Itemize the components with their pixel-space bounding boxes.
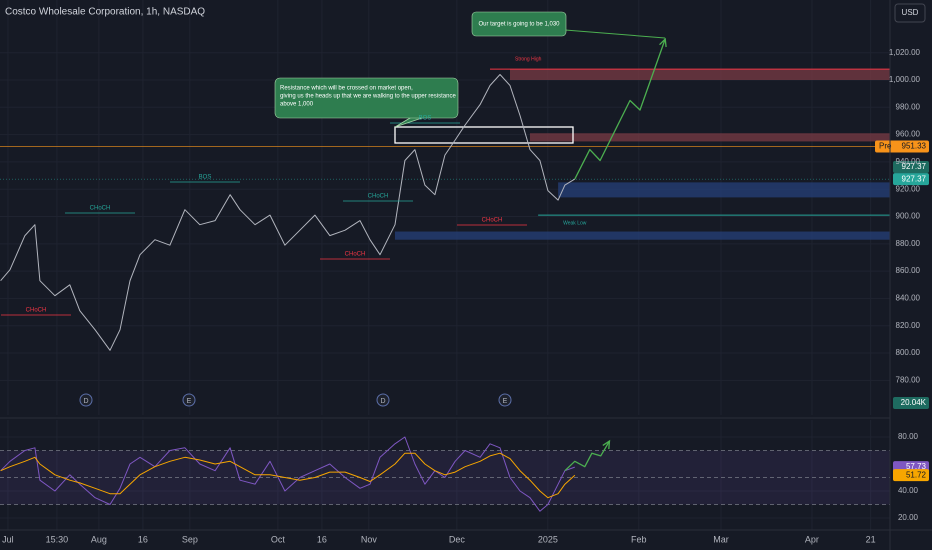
structure-label: BOS <box>199 175 212 181</box>
resistance-text: giving us the heads up that we are walki… <box>280 94 456 100</box>
target-box <box>471 11 567 37</box>
rsi-tick-label: 40.00 <box>898 486 919 495</box>
y-tick-label: 840.00 <box>896 294 921 303</box>
rsi-tick-label: 20.00 <box>898 513 919 522</box>
level-label: Weak Low <box>563 220 587 226</box>
arrow-head <box>602 439 611 450</box>
structure-label: CHoCH <box>90 206 111 212</box>
x-tick-label: Jul <box>2 534 14 544</box>
x-tick-label: Dec <box>449 534 466 544</box>
resistance-box <box>394 126 574 144</box>
zone <box>529 133 890 142</box>
last-price-tag: 927.37 <box>902 162 927 171</box>
resistance-note <box>274 77 459 119</box>
y-tick-label: 800.00 <box>896 348 921 357</box>
y-tick-label: 900.00 <box>896 212 921 221</box>
level-label: Strong High <box>515 56 542 62</box>
x-tick-label: 15:30 <box>46 534 69 544</box>
y-tick-label: 820.00 <box>896 321 921 330</box>
line-rsi-based-ma <box>0 452 576 499</box>
structure-label: CHoCH <box>345 252 366 258</box>
resistance-text: Resistance which will be crossed on mark… <box>280 86 413 92</box>
y-tick-label: 980.00 <box>896 102 921 111</box>
pre-tag-label: Pre <box>879 142 892 151</box>
structure-label: CHoCH <box>482 218 503 224</box>
x-tick-label: Feb <box>631 534 647 544</box>
event-label: E <box>187 398 192 405</box>
rsi-tick-label: 80.00 <box>898 432 919 441</box>
structure-label: BOS <box>419 116 432 122</box>
target-pointer <box>564 29 666 39</box>
rsi-ma-tag-bg <box>893 469 929 482</box>
event-label: D <box>83 398 88 405</box>
line-projection <box>564 440 611 472</box>
pre-tag-bg <box>875 140 929 153</box>
y-tick-label: 780.00 <box>896 375 921 384</box>
zone <box>509 69 890 80</box>
symbol-title: Costco Wholesale Corporation, 1h, NASDAQ <box>5 7 205 18</box>
y-tick-label: 880.00 <box>896 239 921 248</box>
line-rsi <box>0 436 575 512</box>
x-tick-label: Apr <box>805 534 819 544</box>
rsi-ma-tag: 51.72 <box>906 470 927 479</box>
resistance-text: above 1,000 <box>280 102 314 108</box>
x-tick-label: Oct <box>271 534 286 544</box>
event-icon <box>182 393 196 407</box>
volume-tag-bg <box>893 397 929 409</box>
event-icon <box>498 393 512 407</box>
y-tick-label: 960.00 <box>896 130 921 139</box>
line-cost <box>0 74 576 351</box>
last-price-tag: 927.37 <box>902 174 927 183</box>
currency-button[interactable] <box>894 3 926 23</box>
x-tick-label: Nov <box>361 534 378 544</box>
zone <box>394 231 890 240</box>
event-label: E <box>503 398 508 405</box>
x-tick-label: 16 <box>317 534 327 544</box>
x-tick-label: 16 <box>138 534 148 544</box>
x-tick-label: Mar <box>713 534 729 544</box>
rsi-tag: 57.73 <box>906 462 927 471</box>
x-tick-label: 21 <box>866 534 876 544</box>
structure-label: CHoCH <box>368 194 389 200</box>
event-label: D <box>380 398 385 405</box>
target-text: Our target is going to be 1,030 <box>478 22 560 28</box>
volume-tag: 20.04K <box>901 398 927 407</box>
x-tick-label: Sep <box>182 534 198 544</box>
last-price-tag-bg <box>893 161 929 173</box>
x-tick-label: Aug <box>91 534 107 544</box>
x-tick-label: 2025 <box>538 534 558 544</box>
y-tick-label: 860.00 <box>896 266 921 275</box>
y-tick-label: 1,000.00 <box>889 75 921 84</box>
y-tick-label: 940.00 <box>896 157 921 166</box>
event-icon <box>79 393 93 407</box>
y-tick-label: 920.00 <box>896 184 921 193</box>
pre-tag-value: 951.33 <box>902 142 927 151</box>
event-icon <box>376 393 390 407</box>
y-tick-label: 1,020.00 <box>889 48 921 57</box>
structure-label: CHoCH <box>26 308 47 314</box>
last-price-tag-bg <box>893 173 929 186</box>
zone <box>558 182 890 198</box>
arrow-head <box>659 37 667 48</box>
line-projection <box>574 38 666 180</box>
currency[interactable]: USD <box>902 8 919 17</box>
